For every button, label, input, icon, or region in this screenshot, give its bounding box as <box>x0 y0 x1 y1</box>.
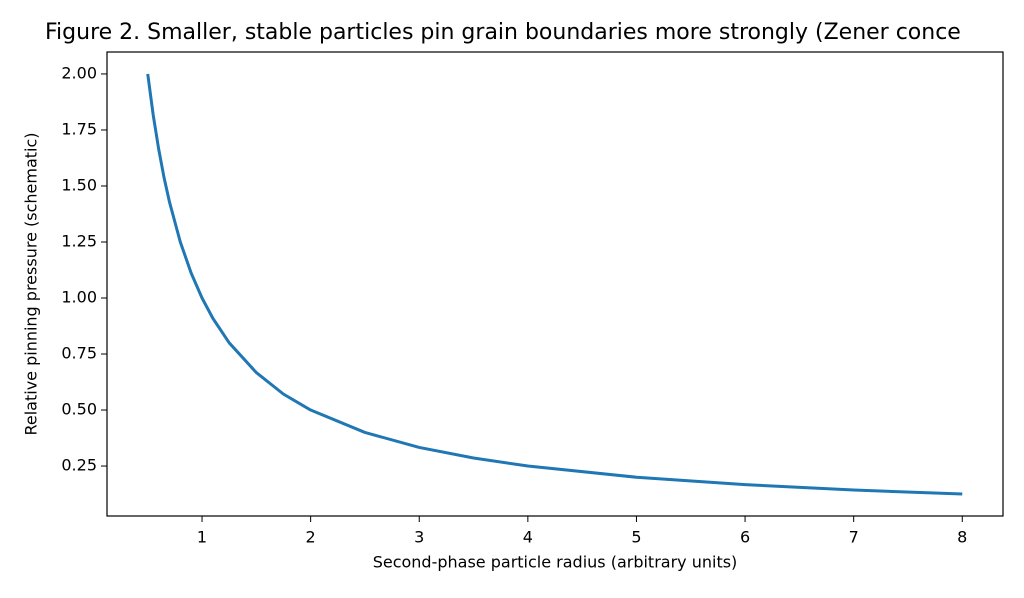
y-tick-label: 1.50 <box>61 175 97 194</box>
y-tick-label: 0.75 <box>61 344 97 363</box>
x-tick-label: 1 <box>197 528 207 547</box>
chart-title: Figure 2. Smaller, stable particles pin … <box>45 20 961 45</box>
x-tick-label: 2 <box>306 528 316 547</box>
x-tick-label: 7 <box>849 528 859 547</box>
y-tick-label: 0.50 <box>61 400 97 419</box>
y-tick-label: 2.00 <box>61 63 97 82</box>
x-tick-label: 6 <box>740 528 750 547</box>
data-line <box>146 73 963 496</box>
x-axis-label: Second-phase particle radius (arbitrary … <box>373 553 738 572</box>
y-axis-label: Relative pinning pressure (schematic) <box>22 132 41 435</box>
x-tick-label: 3 <box>414 528 424 547</box>
plot-frame <box>106 51 1004 517</box>
x-tick-label: 8 <box>957 528 967 547</box>
y-tick-label: 1.25 <box>61 231 97 250</box>
y-tick-label: 0.25 <box>61 456 97 475</box>
y-tick-label: 1.75 <box>61 119 97 138</box>
x-tick-label: 5 <box>631 528 641 547</box>
y-tick-label: 1.00 <box>61 288 97 307</box>
x-tick-label: 4 <box>523 528 533 547</box>
